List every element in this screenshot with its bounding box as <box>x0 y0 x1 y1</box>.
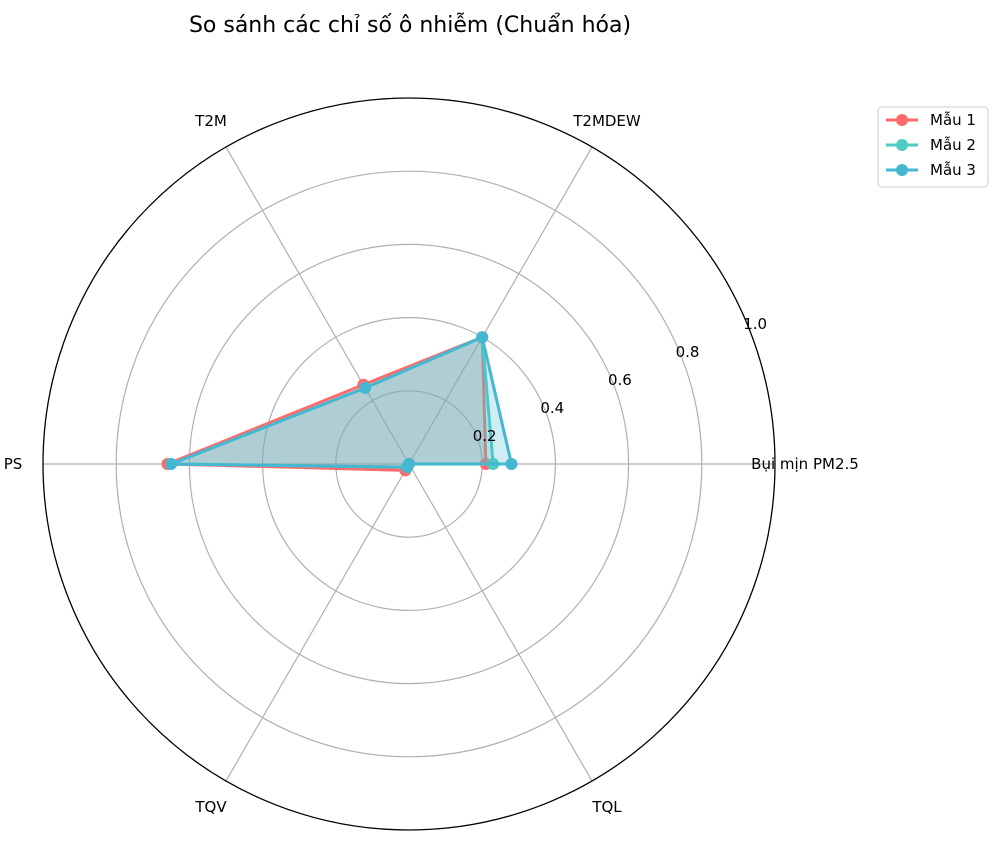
legend-marker <box>896 114 908 126</box>
series <box>161 331 518 477</box>
data-point <box>476 331 489 344</box>
data-point <box>403 458 415 470</box>
legend-marker <box>896 139 908 151</box>
spoke-line <box>225 146 410 465</box>
series-3 <box>165 331 518 474</box>
outer-frame <box>42 97 776 831</box>
spoke-line <box>408 463 593 782</box>
data-point <box>165 458 178 470</box>
category-label: TQV <box>194 798 227 816</box>
category-label: TQL <box>591 798 622 816</box>
spoke-line <box>225 463 410 782</box>
legend-label: Mẫu 2 <box>930 136 976 154</box>
legend: Mẫu 1 Mẫu 2 Mẫu 3 <box>877 106 989 188</box>
data-point <box>359 381 372 394</box>
category-label: Bụi mịn PM2.5 <box>751 455 859 473</box>
legend-item: Mẫu 1 <box>886 111 976 129</box>
radial-tick-label: 0.2 <box>473 427 497 445</box>
radial-tick-label: 0.8 <box>676 343 700 361</box>
category-label: T2M <box>194 112 227 130</box>
category-label: PS <box>4 455 23 473</box>
radial-tick-label: 0.6 <box>608 371 632 389</box>
chart-title: So sánh các chỉ số ô nhiễm (Chuẩn hóa) <box>189 12 631 38</box>
legend-item: Mẫu 3 <box>886 161 976 179</box>
radial-tick-labels: 0.2 0.4 0.6 0.8 1.0 <box>473 315 767 445</box>
legend-marker <box>896 164 908 176</box>
radial-tick-label: 1.0 <box>743 315 767 333</box>
data-point <box>505 458 518 470</box>
legend-label: Mẫu 3 <box>930 161 976 179</box>
series-fill <box>171 337 512 468</box>
category-label: T2MDEW <box>572 112 641 130</box>
radial-tick-label: 0.4 <box>540 399 564 417</box>
category-labels: Bụi mịn PM2.5 T2MDEW T2M PS TQV TQL <box>4 112 859 816</box>
legend-label: Mẫu 1 <box>930 111 976 129</box>
spoke-line <box>408 146 593 465</box>
legend-item: Mẫu 2 <box>886 136 976 154</box>
